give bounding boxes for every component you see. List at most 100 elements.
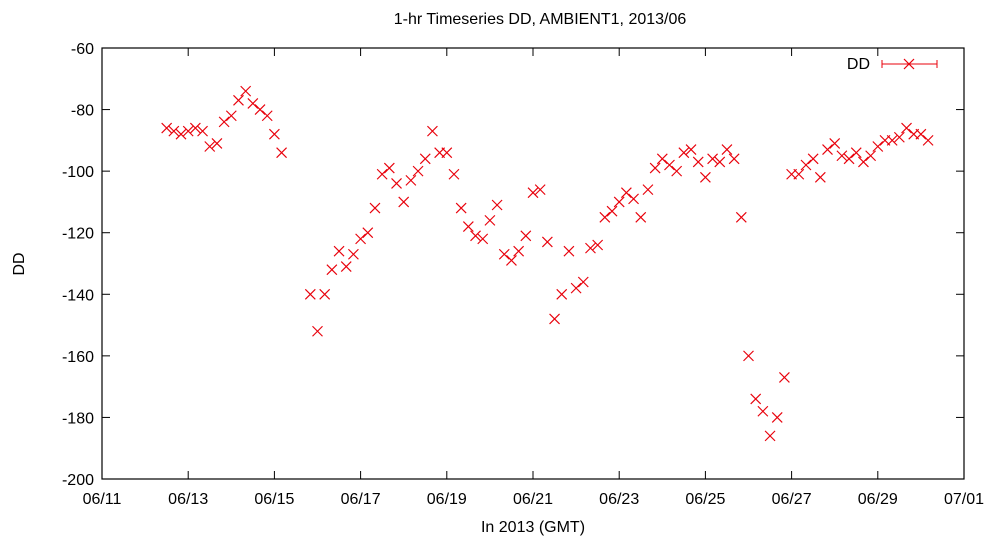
data-point <box>649 162 661 174</box>
data-point <box>276 147 287 159</box>
data-point <box>383 162 395 174</box>
data-point <box>247 98 259 109</box>
data-point <box>261 110 273 122</box>
data-point <box>513 245 525 257</box>
x-tick-label: 06/13 <box>168 491 208 508</box>
data-point <box>477 233 489 245</box>
x-tick-label: 06/27 <box>772 491 812 508</box>
data-point <box>671 165 683 177</box>
data-point <box>721 144 733 155</box>
y-axis-label: DD <box>11 252 28 275</box>
plot-frame <box>101 47 965 480</box>
chart-title: 1-hr Timeseries DD, AMBIENT1, 2013/06 <box>394 11 687 28</box>
data-point <box>240 85 252 97</box>
x-tick-label: 07/01 <box>944 491 984 508</box>
data-point <box>376 168 388 180</box>
data-point <box>218 116 230 128</box>
data-point <box>175 128 187 140</box>
data-point <box>225 110 237 122</box>
data-point <box>268 128 280 140</box>
x-tick-label: 06/15 <box>254 491 294 508</box>
data-point <box>728 153 740 165</box>
data-point <box>570 282 582 294</box>
data-point <box>556 288 568 300</box>
data-point <box>735 211 747 223</box>
data-point <box>858 156 869 168</box>
data-point <box>585 242 596 254</box>
x-tick-label: 06/23 <box>599 491 639 508</box>
data-point <box>182 125 194 137</box>
data-point <box>484 214 496 226</box>
x-tick-label: 06/29 <box>858 491 898 508</box>
data-point <box>369 202 381 214</box>
data-point <box>549 313 560 325</box>
x-tick-label: 06/21 <box>513 491 553 508</box>
data-point <box>333 245 345 257</box>
data-point <box>427 125 438 137</box>
data-point <box>872 141 884 152</box>
data-point <box>391 178 402 189</box>
data-point <box>233 94 244 106</box>
data-point <box>462 221 474 232</box>
x-tick-label: 06/25 <box>685 491 725 508</box>
data-point <box>455 202 467 214</box>
data-point <box>635 211 647 223</box>
data-point <box>915 128 927 140</box>
x-tick-label: 06/11 <box>83 491 122 508</box>
data-point <box>534 184 546 196</box>
data-point <box>685 144 697 155</box>
data-point <box>893 131 905 143</box>
data-point <box>498 248 510 260</box>
data-point <box>829 138 841 149</box>
data-point <box>613 196 625 208</box>
y-tick-label: -120 <box>62 226 94 243</box>
data-point <box>642 184 654 196</box>
data-point <box>405 174 417 186</box>
data-point <box>577 276 589 288</box>
data-point <box>506 255 517 266</box>
x-tick-label: 06/19 <box>427 491 467 508</box>
data-point <box>326 264 338 276</box>
data-point <box>161 122 173 134</box>
data-point <box>491 199 503 211</box>
data-point <box>448 168 460 180</box>
data-point <box>412 165 424 177</box>
data-point <box>319 288 331 300</box>
data-point <box>348 248 359 260</box>
data-point <box>678 147 690 159</box>
data-point <box>304 288 316 300</box>
data-point <box>901 122 912 134</box>
data-point-group <box>161 85 934 442</box>
data-point <box>850 147 862 159</box>
legend-series-label: DD <box>847 56 870 73</box>
data-point <box>520 230 532 242</box>
y-tick-label: -180 <box>62 410 94 427</box>
y-tick-label: -160 <box>62 349 94 366</box>
y-tick-label: -140 <box>62 287 94 304</box>
data-point <box>527 187 539 199</box>
data-point <box>340 261 352 272</box>
x-axis-label: In 2013 (GMT) <box>481 519 585 536</box>
data-point <box>692 156 704 168</box>
data-point <box>793 168 805 180</box>
data-point <box>197 125 208 137</box>
data-point <box>606 205 618 217</box>
data-point <box>168 125 180 137</box>
data-point <box>563 245 575 257</box>
data-point <box>419 153 431 165</box>
data-point <box>807 153 819 165</box>
data-point <box>189 122 201 134</box>
data-point <box>628 193 639 205</box>
y-tick-label: -60 <box>71 41 94 58</box>
data-point <box>355 233 367 245</box>
data-point <box>656 153 668 165</box>
data-point <box>211 138 223 149</box>
data-point <box>743 350 754 362</box>
data-point <box>620 187 632 199</box>
data-point <box>779 372 790 383</box>
legend: DD <box>847 56 938 73</box>
data-point <box>441 147 453 159</box>
data-point <box>541 236 553 248</box>
data-point <box>757 405 769 417</box>
